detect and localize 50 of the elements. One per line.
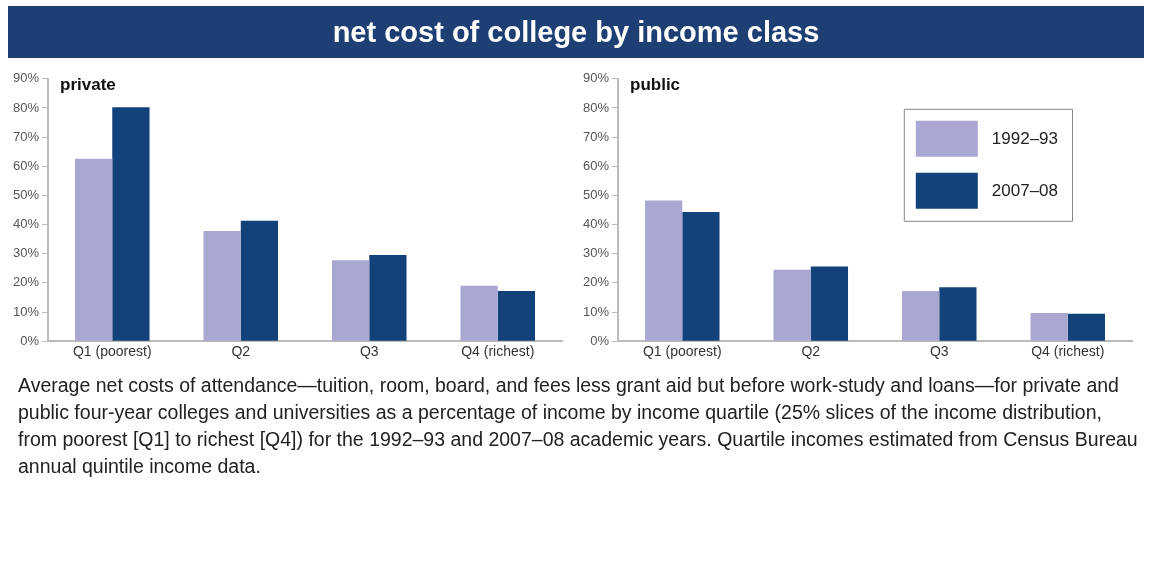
bar xyxy=(939,287,977,341)
bar xyxy=(331,260,370,341)
chart-title: public xyxy=(630,74,681,94)
y-tick-label: 90% xyxy=(582,70,610,86)
bar xyxy=(810,266,849,341)
bar xyxy=(682,212,720,341)
y-tick-label: 80% xyxy=(12,99,40,115)
y-tick-label: 60% xyxy=(582,157,610,173)
y-tick-label: 40% xyxy=(12,216,40,232)
y-tick-label: 70% xyxy=(12,128,40,144)
bar xyxy=(369,254,407,341)
x-tick-label: Q1 (poorest) xyxy=(72,343,152,360)
x-tick-label: Q4 (richest) xyxy=(461,343,535,360)
y-tick-label: 10% xyxy=(582,303,610,319)
bar xyxy=(75,158,113,341)
y-tick-label: 60% xyxy=(12,157,40,173)
y-tick-label: 0% xyxy=(590,332,610,348)
y-tick-label: 0% xyxy=(20,332,40,348)
x-tick-label: Q3 xyxy=(359,343,379,360)
y-tick-label: 70% xyxy=(582,128,610,144)
bar xyxy=(240,220,279,341)
y-tick-label: 90% xyxy=(12,70,40,86)
bar xyxy=(1030,312,1068,341)
text: net cost of college by income class xyxy=(8,6,1144,58)
x-tick-label: Q2 xyxy=(801,343,821,360)
y-tick-label: 10% xyxy=(12,303,40,319)
bar xyxy=(901,291,940,341)
bar xyxy=(1067,313,1106,341)
y-tick-label: 30% xyxy=(582,245,610,261)
legend-label: 2007–08 xyxy=(991,181,1059,201)
bar xyxy=(773,269,811,341)
x-tick-label: Q3 xyxy=(929,343,949,360)
y-tick-label: 50% xyxy=(12,187,40,202)
bar xyxy=(112,107,150,341)
y-tick-label: 50% xyxy=(582,187,610,202)
y-tick-label: 80% xyxy=(582,99,610,115)
y-tick-label: 20% xyxy=(12,274,40,290)
bar xyxy=(460,285,498,341)
x-tick-label: Q4 (richest) xyxy=(1031,343,1105,360)
y-tick-label: 20% xyxy=(582,274,610,290)
bar xyxy=(203,230,241,341)
text: Average net costs of attendance—tuition, room, board, and fees less grant aid but before work-study and loans—for private and public four-year colleges and universities as a percentage of income by income quartile (25% slices of the income distribution, from poorest [Q1] to richest [Q4]) for the 1992–93 and 2007–08 academic years. Quartile incomes estimated from Census Bureau annual quintile income data. xyxy=(18,373,1138,479)
x-tick-label: Q1 (poorest) xyxy=(642,343,722,360)
bar xyxy=(645,200,683,341)
x-tick-label: Q2 xyxy=(231,343,251,360)
y-tick-label: 30% xyxy=(12,245,40,261)
bar xyxy=(497,291,536,341)
legend-label: 1992–93 xyxy=(991,129,1059,149)
chart-title: private xyxy=(60,74,116,94)
y-tick-label: 40% xyxy=(582,216,610,232)
